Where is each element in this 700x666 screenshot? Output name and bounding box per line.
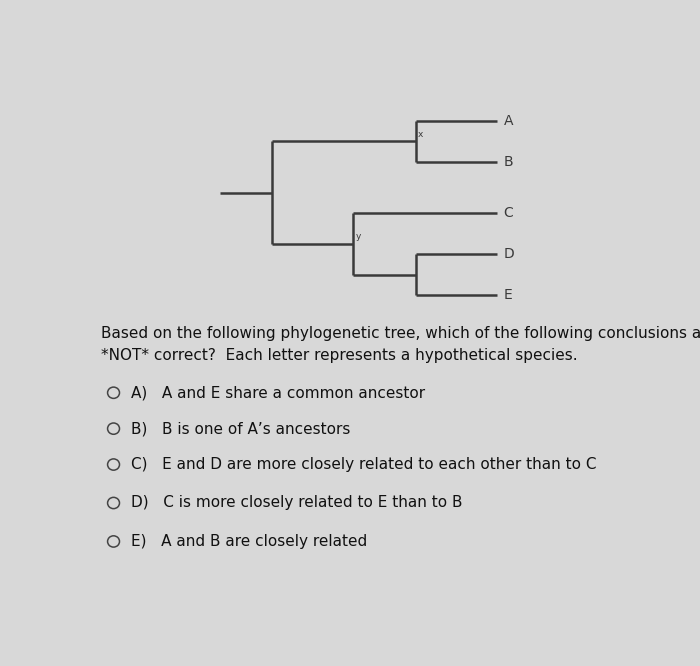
Text: D: D [503, 247, 514, 261]
Text: Based on the following phylogenetic tree, which of the following conclusions are: Based on the following phylogenetic tree… [101, 326, 700, 363]
Text: E: E [503, 288, 512, 302]
Text: B)   B is one of A’s ancestors: B) B is one of A’s ancestors [132, 421, 351, 436]
Text: A: A [503, 114, 513, 128]
Text: D)   C is more closely related to E than to B: D) C is more closely related to E than t… [132, 496, 463, 511]
Text: B: B [503, 155, 513, 169]
Text: C)   E and D are more closely related to each other than to C: C) E and D are more closely related to e… [132, 457, 597, 472]
Text: A)   A and E share a common ancestor: A) A and E share a common ancestor [132, 385, 426, 400]
Text: y: y [356, 232, 361, 242]
Text: C: C [503, 206, 513, 220]
Text: E)   A and B are closely related: E) A and B are closely related [132, 534, 368, 549]
Text: x: x [418, 130, 424, 139]
